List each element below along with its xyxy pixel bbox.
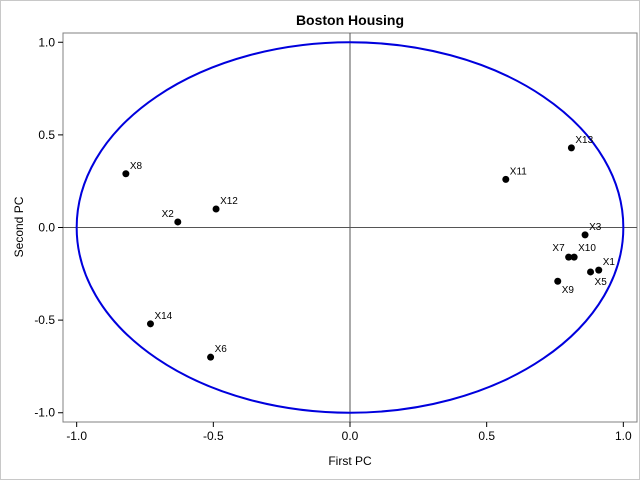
points-layer: X1 X2 X3 X5 X6 X7 X8 X9 X10 X11 X12 X13 X14 [122,135,615,361]
axes: -1.0 -0.5 0.0 0.5 1.0 -1.0 -0.5 0.0 0.5 1.0 [34,35,632,443]
point-label-x3: X3 [589,222,602,233]
y-axis-label: Second PC [12,196,26,257]
point-label-x1: X1 [603,257,616,268]
point-x3 [581,231,589,239]
unit-circle-path [75,41,625,414]
point-x11 [502,175,510,183]
point-label-x13: X13 [575,135,593,146]
point-label-x6: X6 [215,344,228,355]
point-x7 [565,253,573,261]
point-x9 [554,277,562,285]
point-label-x10: X10 [578,243,596,254]
point-x2 [174,218,182,226]
point-x10 [570,253,578,261]
unit-circle [75,41,625,414]
point-label-x14: X14 [154,311,172,322]
point-x14 [146,320,154,328]
y-tick-label: 0.0 [38,221,55,235]
y-tick-label: 1.0 [38,35,55,49]
point-label-x12: X12 [220,196,238,207]
point-x8 [122,170,130,178]
point-label-x8: X8 [130,161,143,172]
y-tick-label: -1.0 [34,406,55,420]
point-x1 [595,266,603,274]
reference-lines [63,33,637,422]
point-x12 [212,205,220,213]
point-x6 [207,353,215,361]
point-label-x5: X5 [595,277,608,288]
point-label-x11: X11 [510,166,527,177]
x-tick-label: -1.0 [66,429,87,443]
y-tick-label: 0.5 [38,128,55,142]
x-tick-label: 0.5 [478,429,495,443]
x-axis-label: First PC [328,454,372,468]
point-label-x2: X2 [162,209,175,220]
x-tick-label: 1.0 [615,429,632,443]
x-tick-label: -0.5 [203,429,224,443]
x-tick-label: 0.0 [342,429,359,443]
point-label-x9: X9 [562,285,575,296]
point-label-x7: X7 [552,243,565,254]
point-x13 [567,144,575,152]
chart-title: Boston Housing [296,12,404,28]
y-tick-label: -0.5 [34,313,55,327]
point-x5 [587,268,595,276]
